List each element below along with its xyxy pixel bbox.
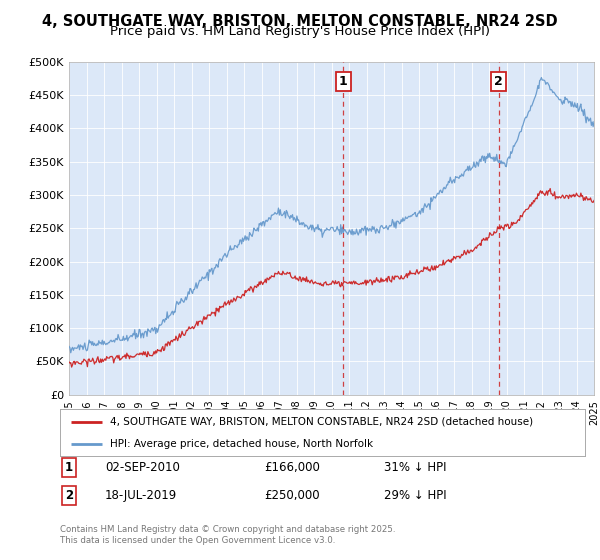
Text: £166,000: £166,000 [264,461,320,474]
Text: Price paid vs. HM Land Registry's House Price Index (HPI): Price paid vs. HM Land Registry's House … [110,25,490,38]
Text: 4, SOUTHGATE WAY, BRISTON, MELTON CONSTABLE, NR24 2SD (detached house): 4, SOUTHGATE WAY, BRISTON, MELTON CONSTA… [110,417,533,427]
Text: 31% ↓ HPI: 31% ↓ HPI [384,461,446,474]
Text: 29% ↓ HPI: 29% ↓ HPI [384,489,446,502]
Text: 02-SEP-2010: 02-SEP-2010 [105,461,180,474]
Text: 18-JUL-2019: 18-JUL-2019 [105,489,177,502]
Text: £250,000: £250,000 [264,489,320,502]
Text: Contains HM Land Registry data © Crown copyright and database right 2025.
This d: Contains HM Land Registry data © Crown c… [60,525,395,545]
Text: 2: 2 [494,75,503,88]
Text: HPI: Average price, detached house, North Norfolk: HPI: Average price, detached house, Nort… [110,438,373,449]
Text: 1: 1 [339,75,347,88]
Text: 1: 1 [65,461,73,474]
Text: 4, SOUTHGATE WAY, BRISTON, MELTON CONSTABLE, NR24 2SD: 4, SOUTHGATE WAY, BRISTON, MELTON CONSTA… [42,14,558,29]
Text: 2: 2 [65,489,73,502]
